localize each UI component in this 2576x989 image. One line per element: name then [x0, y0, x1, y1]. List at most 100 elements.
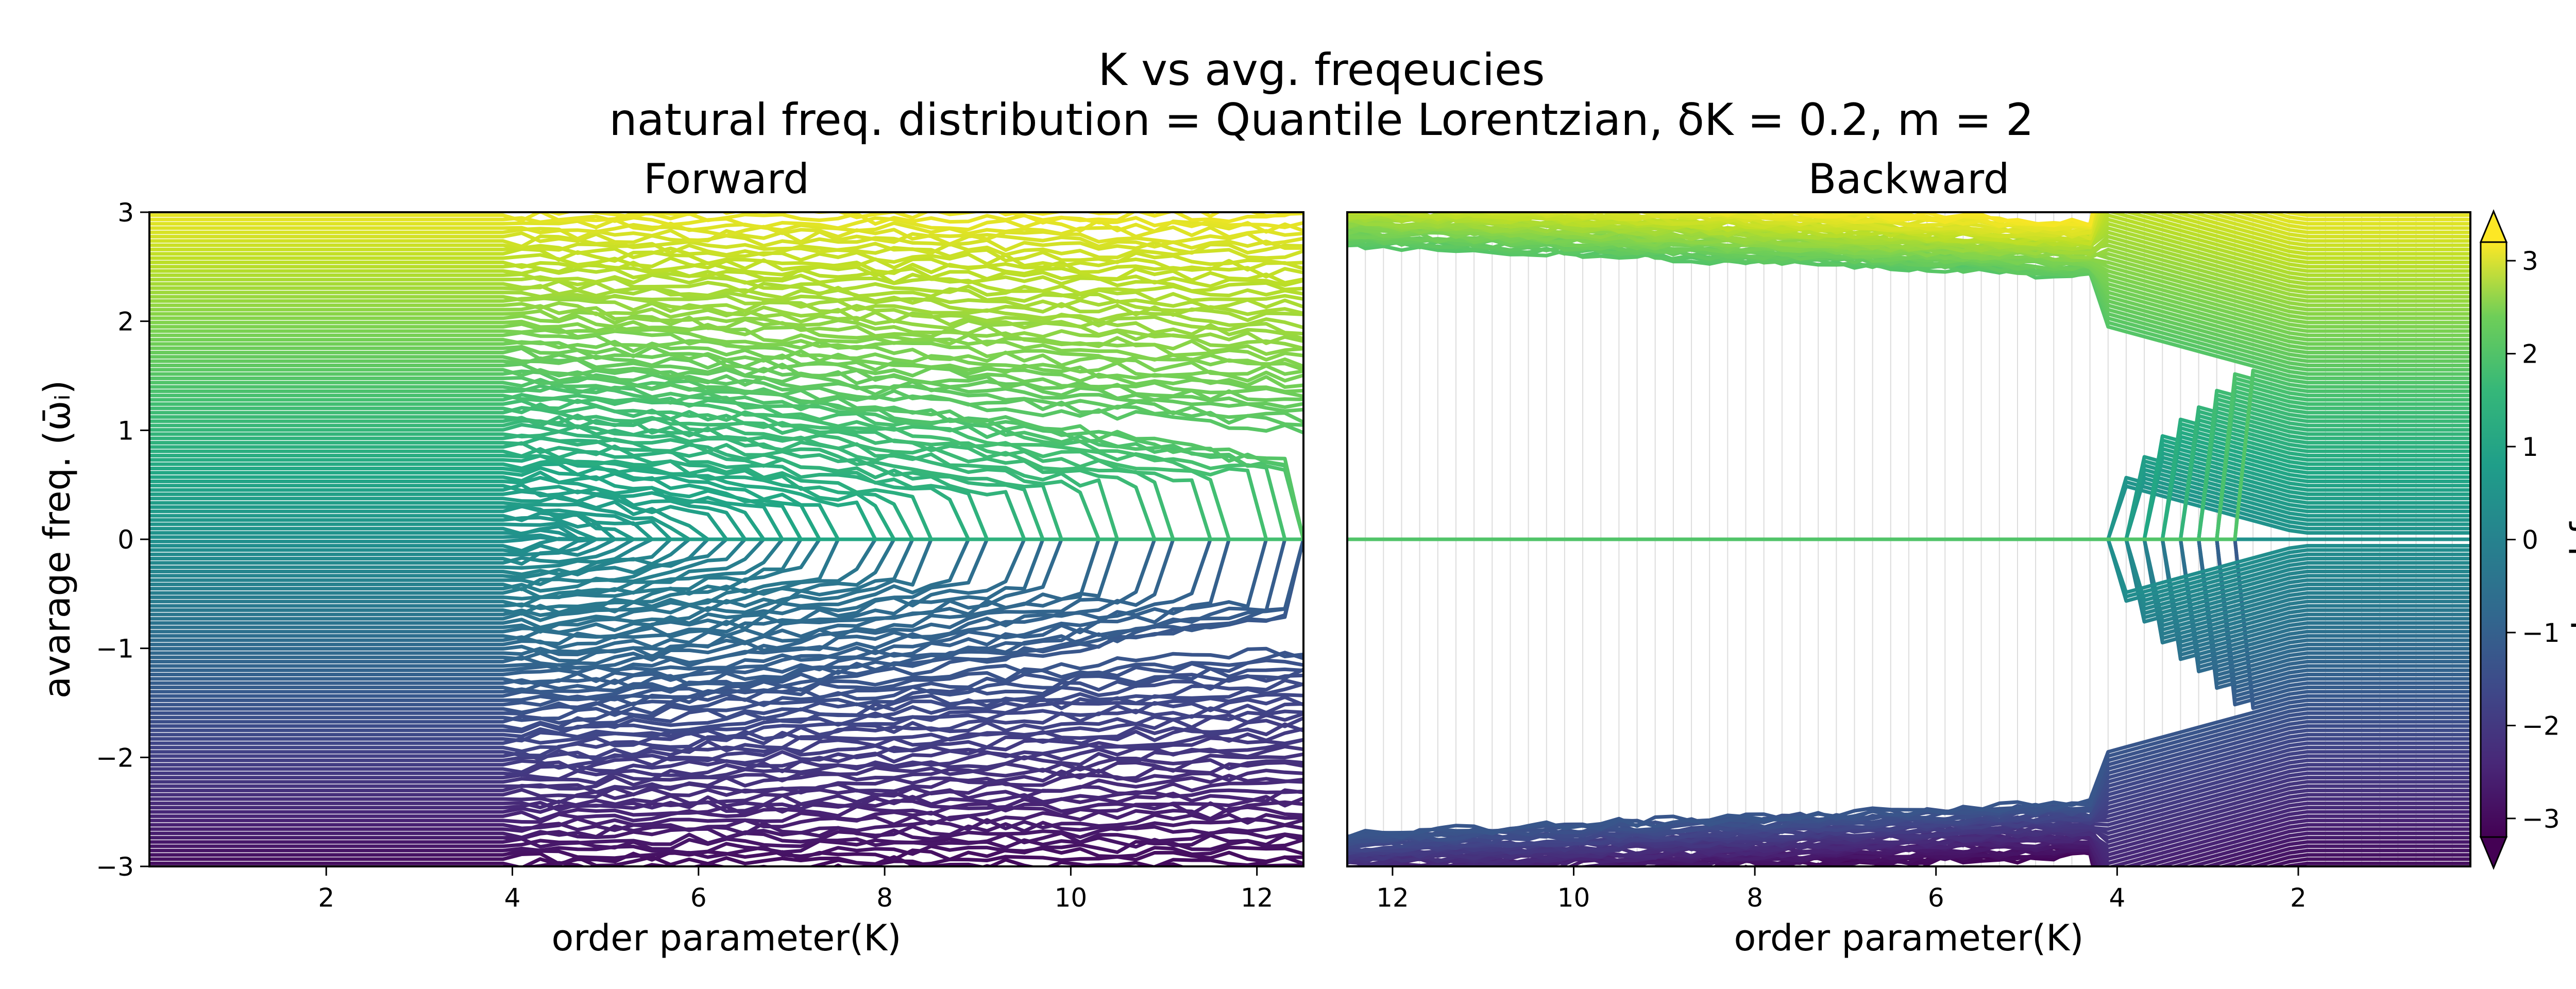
forward-series-line	[149, 646, 1303, 707]
colorbar-tick-label: 3	[2522, 246, 2538, 276]
backward-series-line	[1743, 212, 2095, 228]
forward-series-line	[149, 673, 1303, 731]
forward-series-line	[149, 651, 1303, 714]
forward-series-line	[149, 777, 1303, 812]
forward-series-line	[149, 267, 1303, 298]
forward-series-line	[149, 539, 1303, 693]
forward-series-line	[149, 362, 1303, 424]
forward-y-ticks: −3 −2 −1 0 1 2 3	[96, 198, 149, 882]
forward-x-axis-label: order parameter(K)	[552, 917, 902, 959]
forward-series-line	[149, 301, 1303, 345]
forward-series-line	[149, 668, 1303, 725]
colorbar: −3 −2 −1 0 1 2 3 natural freq. ωᵢ	[2479, 209, 2576, 870]
forward-series-line	[149, 399, 1303, 541]
forward-x-tick-label: 4	[504, 883, 521, 913]
backward-series-line	[1525, 212, 2470, 239]
forward-series-line	[149, 291, 1303, 330]
forward-series-line	[149, 242, 1303, 266]
forward-series-line	[149, 761, 1303, 799]
forward-x-tick-label: 8	[876, 883, 893, 913]
backward-series-line	[1410, 212, 2470, 247]
forward-series-line	[149, 702, 1303, 754]
forward-series-line	[149, 795, 1303, 824]
backward-series-line	[1471, 212, 2470, 241]
forward-series-line	[149, 272, 1303, 302]
forward-series-line	[149, 415, 1303, 541]
backward-panel-title: Backward	[1808, 155, 2010, 203]
backward-x-tick-label: 4	[2109, 883, 2125, 913]
forward-series-line	[149, 722, 1303, 770]
forward-lines	[149, 212, 1303, 884]
forward-series-line	[149, 537, 1303, 671]
forward-series-line	[149, 247, 1303, 279]
forward-series-line	[149, 752, 1303, 791]
backward-x-tick-label: 8	[1747, 883, 1763, 913]
backward-panel: 12 10 8 6 4 2 order parameter(K)	[1346, 211, 2471, 959]
forward-series-line	[149, 309, 1303, 356]
forward-x-ticks: 2 4 6 8 10 12	[318, 866, 1273, 913]
forward-series-line	[596, 861, 1303, 866]
backward-series-line	[1347, 240, 2470, 372]
forward-y-tick-label: 1	[117, 416, 134, 446]
forward-series-line	[149, 738, 1303, 781]
forward-series-line	[149, 788, 1303, 814]
forward-series-line	[149, 744, 1303, 785]
forward-series-line	[149, 833, 1303, 855]
forward-series-line	[149, 314, 1303, 362]
forward-panel-title: Forward	[643, 155, 809, 203]
backward-x-tick-label: 10	[1557, 883, 1590, 913]
forward-series-line	[149, 393, 1303, 541]
forward-series-line	[149, 537, 1303, 667]
forward-series-line	[149, 402, 1303, 541]
colorbar-tick-label: 0	[2522, 525, 2538, 555]
forward-y-tick-label: 3	[117, 198, 134, 228]
forward-series-line	[149, 537, 1303, 663]
forward-series-line	[149, 667, 1303, 722]
forward-series-line	[149, 212, 1303, 229]
figure-subtitle: natural freq. distribution = Quantile Lo…	[609, 94, 2034, 146]
forward-series-line	[149, 227, 1303, 250]
forward-series-line	[149, 874, 1303, 884]
forward-series-line	[149, 693, 1303, 743]
forward-series-line	[149, 868, 1303, 880]
forward-y-tick-label: −1	[96, 634, 134, 664]
figure-title: K vs avg. freqeucies	[1098, 44, 1545, 96]
backward-x-tick-label: 12	[1376, 883, 1409, 913]
forward-series-line	[149, 279, 1303, 316]
forward-series-line	[149, 284, 1303, 322]
backward-series-line	[1347, 776, 2470, 861]
colorbar-label: natural freq. ωᵢ	[2563, 403, 2576, 675]
backward-series-line	[1347, 234, 2470, 359]
backward-x-ticks: 12 10 8 6 4 2	[1376, 866, 2307, 913]
colorbar-tick-label: −2	[2522, 711, 2560, 741]
forward-y-tick-label: −2	[96, 743, 134, 773]
forward-y-tick-label: 2	[117, 307, 134, 337]
colorbar-tick-label: 2	[2522, 339, 2538, 369]
forward-series-line	[149, 805, 1303, 833]
forward-series-line	[149, 338, 1303, 389]
forward-x-tick-label: 2	[318, 883, 334, 913]
forward-series-line	[149, 406, 1303, 541]
forward-series-line	[149, 394, 1303, 541]
backward-x-axis-label: order parameter(K)	[1734, 917, 2084, 959]
forward-y-tick-label: −3	[96, 852, 134, 882]
backward-series-line	[1661, 846, 2470, 866]
forward-series-line	[149, 539, 1303, 694]
forward-series-line	[149, 275, 1303, 310]
forward-series-line	[149, 817, 1303, 841]
colorbar-extend-top	[2479, 209, 2508, 243]
forward-series-line	[149, 345, 1303, 398]
backward-x-tick-label: 2	[2290, 883, 2307, 913]
backward-x-tick-label: 6	[1928, 883, 1944, 913]
forward-y-axis-label: avarage freq. (ω̄ᵢ)	[36, 380, 78, 698]
backward-lines	[1347, 212, 2470, 866]
forward-series-line	[149, 727, 1303, 774]
forward-y-tick-label: 0	[117, 525, 134, 555]
backward-axes-frame	[1346, 211, 2471, 867]
forward-series-line	[149, 294, 1303, 336]
forward-series-line	[149, 695, 1303, 745]
forward-x-tick-label: 10	[1055, 883, 1088, 913]
forward-series-line	[149, 212, 1303, 224]
backward-series-line	[1617, 212, 2470, 233]
